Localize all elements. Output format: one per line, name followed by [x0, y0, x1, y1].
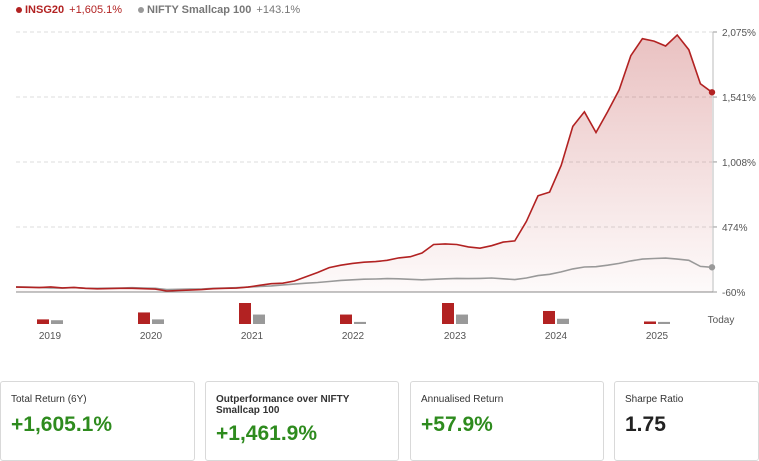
annual-bars	[37, 303, 670, 324]
insg20-endpoint	[708, 89, 716, 96]
card-total-return: Total Return (6Y) +1,605.1%	[0, 381, 195, 461]
y-tick-label: 2,075%	[722, 28, 756, 39]
bar-nifty-2020	[152, 319, 164, 324]
card-label-annualised-return: Annualised Return	[421, 394, 504, 405]
x-axis: 2019 2020 2021 2022 2023 2024 2025 Today	[39, 315, 734, 342]
y-tick-label: 1,008%	[722, 158, 756, 169]
card-annualised-return: Annualised Return +57.9%	[410, 381, 604, 461]
legend-item-insg20[interactable]: INSG20 +1,605.1%	[16, 4, 122, 16]
bar-insg20-2019	[37, 319, 49, 324]
card-outperformance: Outperformance over NIFTY Smallcap 100 +…	[205, 381, 399, 461]
card-value-sharpe-ratio: 1.75	[625, 413, 666, 436]
series-area	[16, 35, 712, 292]
x-tick-label: 2023	[444, 331, 467, 342]
card-label-sharpe-ratio: Sharpe Ratio	[625, 394, 684, 405]
bar-nifty-2025	[658, 321, 670, 324]
bar-nifty-2023	[456, 314, 468, 324]
legend-value-nifty: +143.1%	[256, 4, 301, 16]
nifty-endpoint	[708, 264, 716, 271]
bar-nifty-2022	[354, 321, 366, 324]
y-tick-label: 1,541%	[722, 93, 756, 104]
chart-legend: INSG20 +1,605.1% NIFTY Smallcap 100 +143…	[16, 4, 300, 16]
insg20-area	[16, 35, 712, 292]
legend-dot-nifty	[138, 7, 145, 13]
bar-nifty-2019	[51, 320, 63, 324]
legend-value-insg20: +1,605.1%	[69, 4, 123, 16]
legend-name-insg20: INSG20	[25, 4, 65, 16]
legend-dot-insg20	[16, 7, 22, 13]
legend-item-nifty[interactable]: NIFTY Smallcap 100 +143.1%	[138, 4, 300, 16]
card-label-total-return: Total Return (6Y)	[11, 394, 87, 405]
bar-insg20-2021	[239, 303, 251, 324]
insg20-line	[15, 33, 713, 292]
x-tick-label: 2022	[342, 331, 365, 342]
x-tick-label-today: Today	[708, 315, 735, 326]
x-tick-label: 2021	[241, 331, 264, 342]
bar-insg20-2023	[442, 303, 454, 324]
card-sharpe-ratio: Sharpe Ratio 1.75	[614, 381, 759, 461]
stats-cards: Total Return (6Y) +1,605.1% Outperforman…	[0, 381, 759, 461]
bar-insg20-2024	[543, 310, 555, 324]
card-value-annualised-return: +57.9%	[421, 413, 493, 436]
series-lines	[15, 33, 716, 292]
y-tick-label: 474%	[722, 223, 748, 234]
x-tick-label: 2024	[545, 331, 568, 342]
card-value-outperformance: +1,461.9%	[216, 422, 318, 445]
card-value-total-return: +1,605.1%	[11, 413, 113, 436]
legend-name-nifty: NIFTY Smallcap 100	[147, 4, 252, 16]
x-tick-label: 2020	[140, 331, 163, 342]
bar-nifty-2021	[253, 314, 265, 324]
bar-insg20-2020	[138, 312, 150, 324]
x-tick-label: 2019	[39, 331, 62, 342]
x-tick-label: 2025	[646, 331, 669, 342]
performance-chart: 2,075%1,541%1,008%474%-60% 2019 2020 2021 2…	[15, 28, 756, 342]
card-label-outperformance: Outperformance over NIFTY Smallcap 100	[216, 394, 350, 416]
bar-insg20-2025	[644, 321, 656, 324]
bar-insg20-2022	[340, 314, 352, 324]
y-tick-label: -60%	[722, 288, 745, 299]
bar-nifty-2024	[557, 318, 569, 324]
